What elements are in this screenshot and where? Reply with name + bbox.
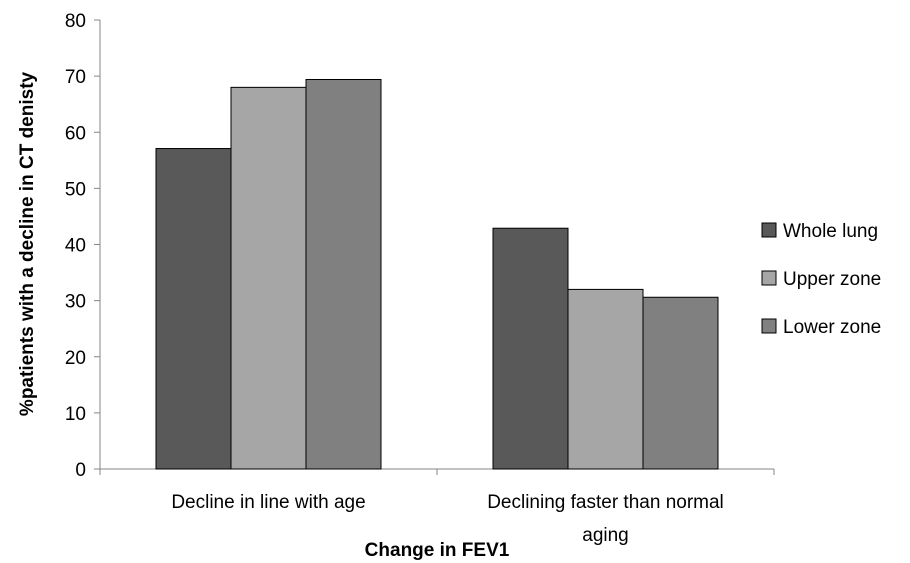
bar [492,227,569,470]
legend-label: Whole lung [783,221,878,242]
bar [230,86,307,470]
x-axis-title: Change in FEV1 [365,540,510,561]
x-category-label: aging [582,525,629,546]
y-tick-label: 20 [65,348,86,369]
legend: Whole lung Upper zone Lower zone [761,221,881,338]
y-tick-label: 10 [65,404,86,425]
x-axis: Decline in line with age Declining faster… [99,468,775,546]
legend-swatch [761,222,777,238]
x-category-label: Decline in line with age [171,492,365,513]
legend-swatch [761,270,777,286]
y-tick-label: 80 [65,11,86,32]
y-axis-title: %patients with a decline in CT denisty [17,71,38,416]
legend-label: Upper zone [783,269,881,290]
bar [567,288,644,470]
y-tick-label: 30 [65,292,86,313]
y-tick-label: 50 [65,179,86,200]
legend-swatch [761,318,777,334]
bar [642,296,719,470]
y-tick-label: 70 [65,67,86,88]
y-tick-label: 60 [65,123,86,144]
x-category-label: Declining faster than normal [487,492,724,513]
legend-label: Lower zone [783,317,881,338]
bar [155,148,232,470]
y-tick-label: 40 [65,236,86,257]
y-axis: 0 10 20 30 40 50 60 70 80 [65,11,101,481]
y-tick-label: 0 [75,460,86,481]
bars [155,78,719,470]
bar [305,78,382,470]
